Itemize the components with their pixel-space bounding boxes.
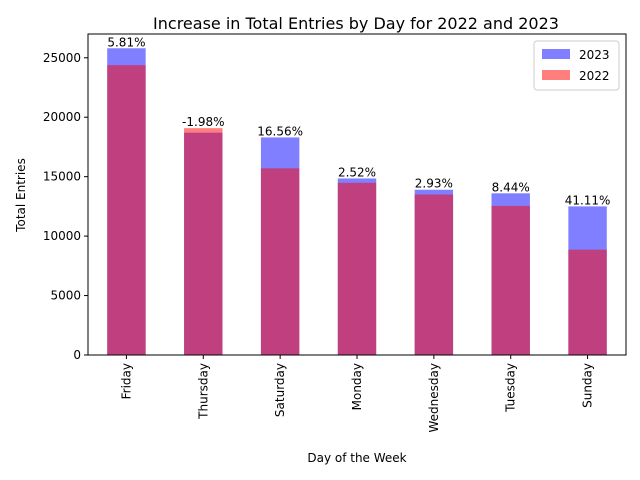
y-tick-label-10000: 10000 [43,229,81,243]
y-tick-label-15000: 15000 [43,170,81,184]
annotations-layer: 5.81% -1.98% 16.56% 2.52% 2.93% 8.44% 41.11% [107,35,610,207]
annotation-saturday: 16.56% [257,124,303,138]
bar-2022-monday [337,182,377,355]
legend: 2023 2022 [533,40,620,91]
x-tick-label-sunday: Sunday [581,363,595,408]
x-tick-label-monday: Monday [350,363,364,410]
legend-swatch-2022 [542,70,570,80]
bar-2022-sunday [568,249,607,355]
legend-label-2022: 2022 [579,69,610,83]
annotation-monday: 2.52% [338,165,376,179]
x-axis-label: Day of the Week [307,451,406,465]
bars-layer [107,48,607,356]
y-tick-label-20000: 20000 [43,110,81,124]
plot-frame [87,33,627,356]
x-tick-label-friday: Friday [119,363,133,399]
bar-2022-friday [107,65,146,355]
annotation-sunday: 41.11% [565,193,611,207]
x-tick-label-wednesday: Wednesday [427,363,441,432]
annotation-wednesday: 2.93% [415,177,453,191]
chart-title: Increase in Total Entries by Day for 202… [153,14,559,33]
y-tick-label-5000: 5000 [50,289,81,303]
y-tick-label-25000: 25000 [43,51,81,65]
x-tick-label-thursday: Thursday [196,363,210,420]
x-tick-label-saturday: Saturday [273,363,287,417]
annotation-thursday: -1.98% [182,115,224,129]
bar-2022-thursday [184,128,223,355]
legend-swatch-2023 [542,49,570,59]
annotation-friday: 5.81% [107,35,145,49]
x-tick-label-tuesday: Tuesday [504,363,518,413]
y-axis: 0 5000 10000 15000 20000 25000 [43,51,88,362]
bar-2022-tuesday [491,205,530,355]
annotation-tuesday: 8.44% [492,180,530,194]
legend-label-2023: 2023 [579,48,610,62]
y-tick-label-0: 0 [73,348,81,362]
bar-2022-saturday [260,168,300,355]
y-axis-label: Total Entries [14,158,28,233]
x-axis: Friday Thursday Saturday Monday Wednesday Tue… [119,355,595,432]
bar-2022-wednesday [414,194,454,355]
